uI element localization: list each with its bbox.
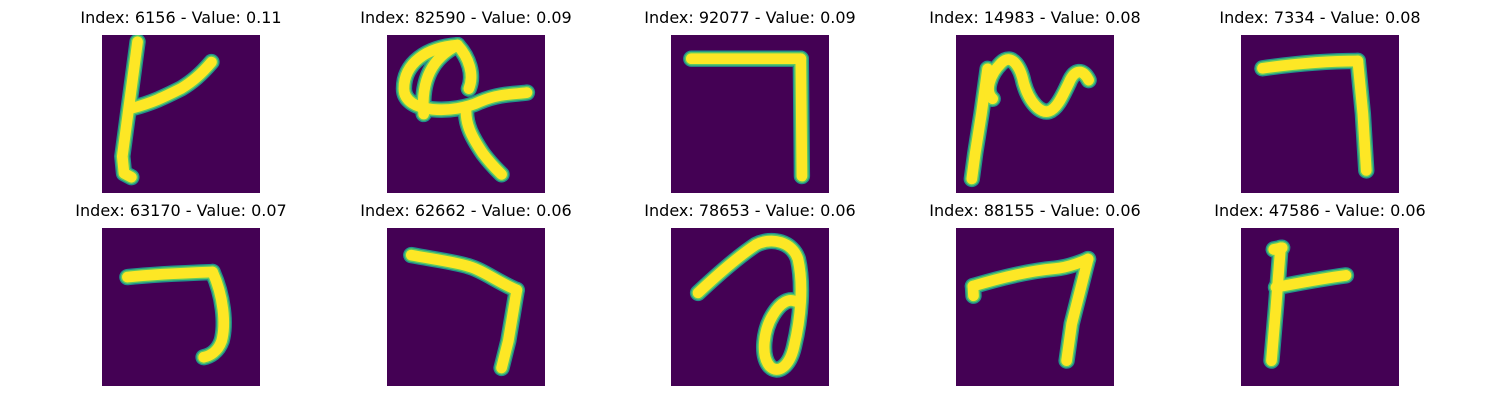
digit-image-svg bbox=[102, 228, 260, 386]
digit-image bbox=[671, 35, 829, 193]
image-background bbox=[102, 228, 260, 386]
digit-image-svg bbox=[387, 228, 545, 386]
panel-title: Index: 47586 - Value: 0.06 bbox=[1178, 201, 1463, 221]
panel-title: Index: 62662 - Value: 0.06 bbox=[324, 201, 609, 221]
digit-image bbox=[102, 228, 260, 386]
digit-image-svg bbox=[671, 35, 829, 193]
digit-stroke bbox=[1274, 248, 1282, 250]
panel-title: Index: 82590 - Value: 0.09 bbox=[324, 8, 609, 28]
digit-image bbox=[1241, 35, 1399, 193]
digit-image-svg bbox=[1241, 35, 1399, 193]
digit-image-svg bbox=[956, 228, 1114, 386]
digit-image-svg bbox=[102, 35, 260, 193]
digit-image bbox=[671, 228, 829, 386]
digit-stroke bbox=[801, 59, 802, 176]
digit-stroke bbox=[127, 272, 212, 277]
digit-image bbox=[956, 35, 1114, 193]
digit-image-svg bbox=[671, 228, 829, 386]
panel-title: Index: 7334 - Value: 0.08 bbox=[1178, 8, 1463, 28]
digit-image bbox=[387, 228, 545, 386]
digit-image-svg bbox=[1241, 228, 1399, 386]
digit-image bbox=[102, 35, 260, 193]
digit-image bbox=[1241, 228, 1399, 386]
panel-title: Index: 14983 - Value: 0.08 bbox=[893, 8, 1178, 28]
digit-image-svg bbox=[387, 35, 545, 193]
panel-title: Index: 88155 - Value: 0.06 bbox=[893, 201, 1178, 221]
panel-title: Index: 92077 - Value: 0.09 bbox=[608, 8, 893, 28]
digit-image bbox=[956, 228, 1114, 386]
panel-title: Index: 78653 - Value: 0.06 bbox=[608, 201, 893, 221]
digit-image bbox=[387, 35, 545, 193]
panel-title: Index: 63170 - Value: 0.07 bbox=[39, 201, 324, 221]
digit-stroke bbox=[973, 286, 974, 296]
panel-title: Index: 6156 - Value: 0.11 bbox=[39, 8, 324, 28]
digit-image-svg bbox=[956, 35, 1114, 193]
